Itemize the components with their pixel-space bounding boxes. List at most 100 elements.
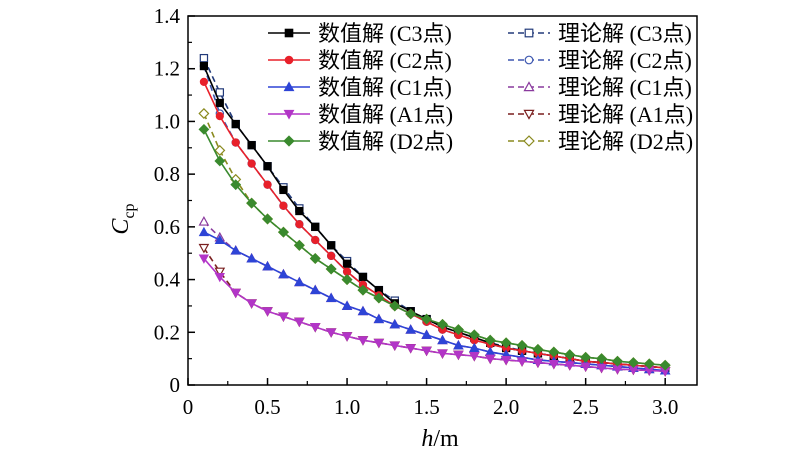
y-tick-label: 0.6	[154, 215, 180, 239]
data-point	[342, 267, 352, 276]
legend-marker	[284, 28, 294, 38]
data-point	[468, 329, 480, 341]
data-point	[421, 329, 432, 339]
legend-item: 理论解 (C3点)	[508, 21, 692, 46]
legend-marker	[284, 55, 294, 65]
data-point	[405, 324, 416, 334]
series-numerical-4	[198, 123, 671, 371]
y-tick-label: 0.2	[154, 320, 180, 344]
data-point	[389, 341, 400, 351]
legend-marker	[524, 55, 534, 65]
legend-item: 数值解 (C1点)	[268, 75, 452, 100]
data-point	[532, 358, 544, 368]
series-theoretical-7	[198, 216, 671, 375]
data-point	[564, 349, 576, 361]
data-point	[437, 334, 448, 345]
legend-item: 数值解 (D2点)	[268, 129, 453, 154]
y-tick-label: 0.4	[154, 268, 181, 292]
data-point	[198, 226, 210, 237]
data-point	[310, 284, 321, 295]
data-point	[485, 354, 496, 364]
data-point	[311, 222, 320, 231]
data-point	[214, 144, 226, 156]
legend-label: 理论解 (A1点)	[558, 102, 693, 127]
legend-label: 数值解 (C1点)	[318, 75, 452, 100]
data-point	[215, 112, 224, 121]
data-point	[500, 337, 512, 349]
data-point	[199, 53, 209, 63]
data-point	[278, 226, 289, 238]
data-point	[484, 334, 496, 346]
data-point	[373, 338, 385, 349]
data-point	[596, 353, 607, 365]
data-point	[389, 319, 400, 329]
data-point	[358, 272, 368, 282]
data-point	[327, 251, 336, 260]
legend-marker	[283, 135, 295, 147]
axes: 0 0.5 1.0 1.5 2.0 2.5 3.0 0 0.2 0.4 0.6 0.8 1.0 1.2 1.…	[154, 4, 698, 419]
data-point	[198, 107, 210, 120]
data-point	[231, 138, 240, 147]
series-numerical-3	[198, 254, 671, 377]
data-point	[627, 357, 639, 368]
legend-item: 理论解 (C2点)	[508, 48, 692, 73]
x-tick-label: 0	[183, 395, 194, 419]
data-point	[279, 201, 288, 210]
data-point	[246, 197, 258, 209]
data-point	[469, 352, 480, 362]
data-point	[230, 245, 241, 255]
series-line	[203, 128, 666, 367]
data-point	[263, 162, 272, 171]
data-point	[247, 159, 256, 168]
data-point	[198, 216, 210, 226]
data-point	[341, 300, 353, 310]
legend-label: 理论解 (C2点)	[558, 48, 692, 73]
x-tick-label: 1.0	[334, 395, 360, 419]
data-point	[342, 259, 352, 268]
data-point	[516, 340, 528, 351]
legend-item: 数值解 (C3点)	[268, 21, 452, 46]
data-point	[294, 317, 305, 328]
series-line	[203, 257, 666, 373]
y-tick-label: 1.0	[154, 109, 180, 133]
x-axis-title: h/m	[421, 426, 459, 452]
data-point	[214, 234, 225, 244]
data-point	[327, 241, 336, 250]
series-layer	[198, 53, 671, 377]
data-point	[214, 155, 226, 167]
data-point	[341, 332, 353, 342]
data-point	[294, 276, 305, 287]
data-point	[295, 220, 304, 229]
data-point	[580, 351, 592, 363]
legend: 数值解 (C3点)数值解 (C2点)数值解 (C1点)数值解 (A1点)数值解 …	[268, 21, 693, 154]
legend-marker	[283, 109, 295, 120]
data-point	[199, 61, 209, 71]
y-tick-label: 1.2	[154, 57, 180, 81]
data-point	[198, 243, 210, 254]
data-point	[421, 346, 432, 357]
data-point	[278, 312, 289, 322]
data-point	[373, 292, 385, 304]
legend-label: 理论解 (C1点)	[558, 75, 692, 100]
data-point	[278, 268, 289, 279]
data-point	[516, 357, 528, 367]
data-point	[357, 284, 369, 296]
x-tick-label: 2.0	[493, 395, 519, 419]
data-point	[532, 344, 544, 355]
y-tick-label: 0.8	[154, 162, 180, 186]
data-point	[437, 318, 448, 330]
data-point	[214, 272, 225, 283]
data-point	[262, 213, 273, 225]
data-point	[230, 288, 241, 299]
data-point	[198, 254, 210, 264]
data-point	[659, 359, 671, 371]
data-point	[405, 344, 416, 354]
data-point	[405, 308, 417, 320]
legend-item: 数值解 (A1点)	[268, 102, 453, 127]
data-point	[500, 356, 512, 366]
data-point	[357, 336, 369, 346]
data-point	[231, 119, 240, 129]
data-point	[612, 355, 623, 367]
x-tick-label: 2.5	[573, 395, 599, 419]
legend-label: 数值解 (C3点)	[318, 21, 452, 46]
